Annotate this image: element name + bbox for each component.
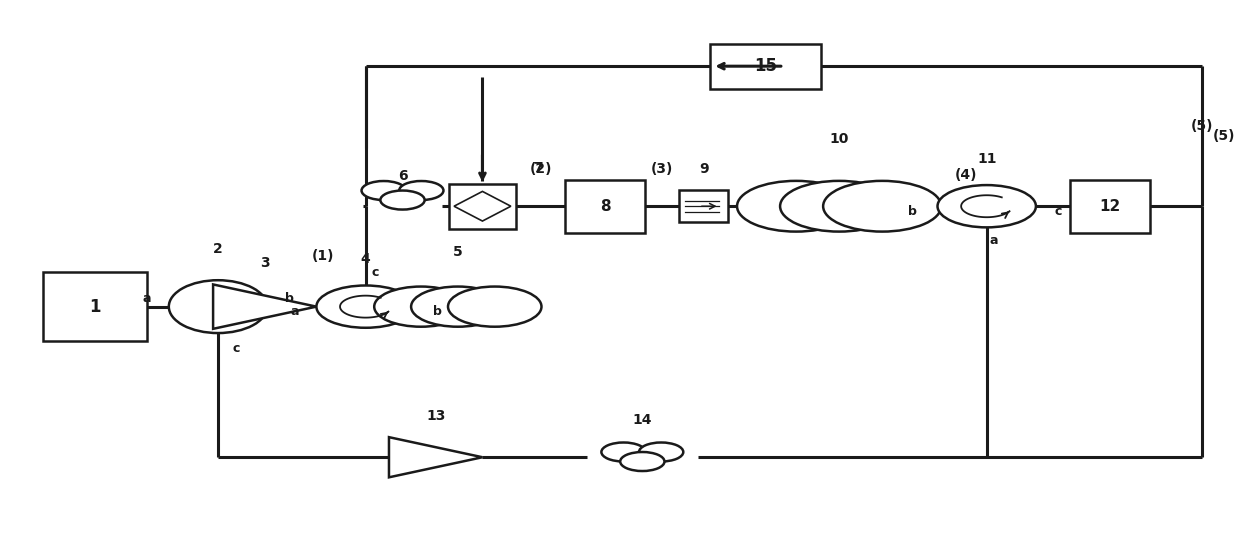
Text: (4): (4) bbox=[955, 168, 977, 182]
Text: (1): (1) bbox=[311, 249, 334, 263]
Text: b: b bbox=[433, 305, 441, 318]
Circle shape bbox=[448, 287, 542, 327]
Text: c: c bbox=[233, 342, 241, 356]
Text: b: b bbox=[285, 292, 294, 305]
Polygon shape bbox=[389, 437, 482, 477]
FancyBboxPatch shape bbox=[1070, 180, 1149, 233]
Circle shape bbox=[399, 181, 444, 200]
Text: b: b bbox=[909, 205, 918, 218]
Text: a: a bbox=[143, 292, 151, 305]
Text: 10: 10 bbox=[830, 131, 849, 146]
Circle shape bbox=[381, 191, 424, 209]
Text: (5): (5) bbox=[1190, 119, 1213, 132]
Text: 8: 8 bbox=[600, 199, 611, 214]
Text: 14: 14 bbox=[632, 413, 652, 427]
Text: 11: 11 bbox=[977, 152, 997, 166]
Text: 7: 7 bbox=[533, 161, 543, 175]
Text: (5): (5) bbox=[1213, 129, 1235, 143]
Circle shape bbox=[780, 181, 898, 232]
Text: 15: 15 bbox=[754, 57, 776, 75]
Text: (2): (2) bbox=[529, 162, 552, 176]
FancyBboxPatch shape bbox=[42, 272, 148, 341]
Circle shape bbox=[737, 181, 856, 232]
Circle shape bbox=[362, 181, 405, 200]
Circle shape bbox=[374, 287, 467, 327]
Text: a: a bbox=[290, 305, 299, 318]
Text: 12: 12 bbox=[1099, 199, 1120, 214]
Text: 4: 4 bbox=[361, 252, 371, 266]
Polygon shape bbox=[454, 191, 511, 221]
FancyBboxPatch shape bbox=[565, 180, 645, 233]
Circle shape bbox=[601, 443, 646, 461]
FancyBboxPatch shape bbox=[711, 44, 821, 89]
Circle shape bbox=[412, 287, 505, 327]
Text: 2: 2 bbox=[213, 241, 223, 255]
Circle shape bbox=[937, 185, 1035, 227]
Text: 13: 13 bbox=[427, 409, 445, 423]
Text: 6: 6 bbox=[398, 169, 407, 183]
Text: c: c bbox=[1054, 205, 1061, 218]
Circle shape bbox=[620, 452, 665, 471]
Circle shape bbox=[823, 181, 941, 232]
FancyBboxPatch shape bbox=[680, 191, 728, 222]
Text: a: a bbox=[990, 234, 998, 247]
Polygon shape bbox=[213, 285, 316, 329]
Circle shape bbox=[639, 443, 683, 461]
Text: (3): (3) bbox=[651, 162, 673, 176]
Text: 3: 3 bbox=[260, 256, 269, 270]
Text: 1: 1 bbox=[89, 297, 100, 316]
Text: 9: 9 bbox=[699, 162, 708, 176]
Ellipse shape bbox=[169, 280, 267, 333]
Circle shape bbox=[316, 286, 415, 328]
FancyBboxPatch shape bbox=[449, 184, 516, 229]
Text: 5: 5 bbox=[453, 245, 463, 259]
Text: c: c bbox=[372, 266, 379, 279]
